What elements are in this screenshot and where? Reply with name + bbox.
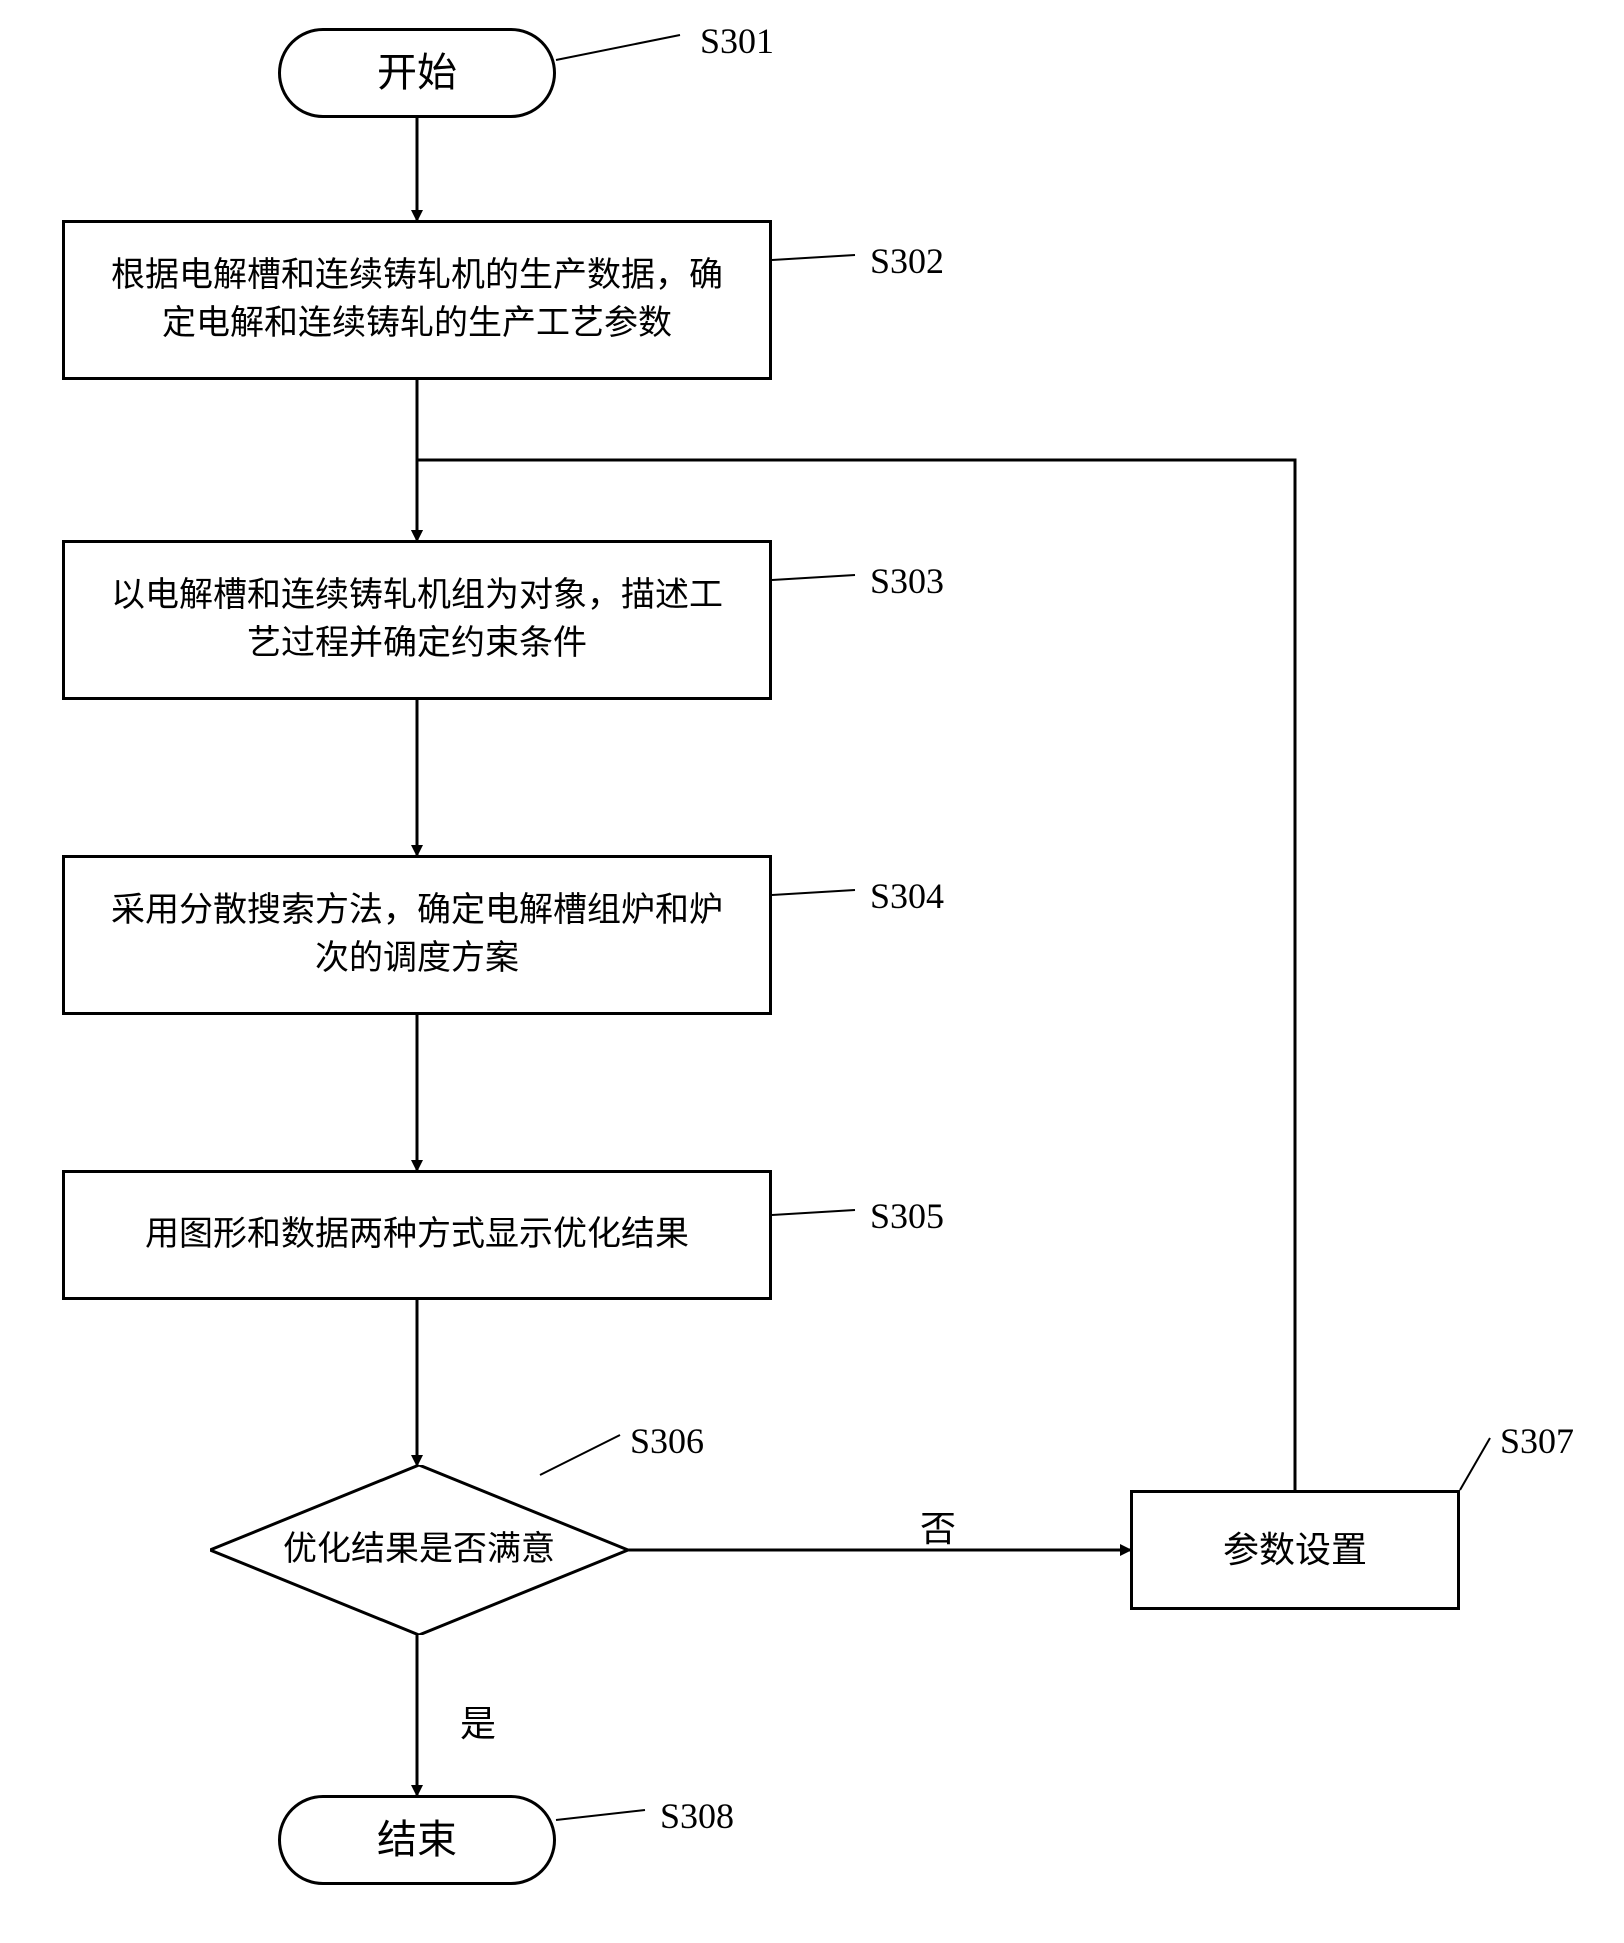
label-s301: S301 — [700, 20, 774, 62]
label-s306: S306 — [630, 1420, 704, 1462]
leader-6 — [1460, 1438, 1490, 1490]
leader-2 — [772, 575, 855, 580]
label-s304: S304 — [870, 875, 944, 917]
leader-7 — [556, 1810, 645, 1820]
node-s307-text: 参数设置 — [1223, 1525, 1367, 1575]
leader-3 — [772, 890, 855, 895]
label-s302: S302 — [870, 240, 944, 282]
node-s305-text: 用图形和数据两种方式显示优化结果 — [145, 1211, 689, 1259]
leader-1 — [772, 255, 855, 260]
node-end: 结束 — [278, 1795, 556, 1885]
node-s303-text: 以电解槽和连续铸轧机组为对象，描述工 艺过程并确定约束条件 — [111, 572, 723, 667]
edge-label-no: 否 — [920, 1500, 956, 1552]
node-s303: 以电解槽和连续铸轧机组为对象，描述工 艺过程并确定约束条件 — [62, 540, 772, 700]
node-s304: 采用分散搜索方法，确定电解槽组炉和炉 次的调度方案 — [62, 855, 772, 1015]
label-s305: S305 — [870, 1195, 944, 1237]
node-s304-text: 采用分散搜索方法，确定电解槽组炉和炉 次的调度方案 — [111, 887, 723, 982]
node-s302-text: 根据电解槽和连续铸轧机的生产数据，确 定电解和连续铸轧的生产工艺参数 — [111, 252, 723, 347]
label-s308: S308 — [660, 1795, 734, 1837]
node-s306-text: 优化结果是否满意 — [283, 1526, 555, 1574]
leader-0 — [556, 35, 680, 60]
flowchart-canvas: 开始 根据电解槽和连续铸轧机的生产数据，确 定电解和连续铸轧的生产工艺参数 以电… — [0, 0, 1624, 1943]
node-s305: 用图形和数据两种方式显示优化结果 — [62, 1170, 772, 1300]
label-s303: S303 — [870, 560, 944, 602]
node-s306: 优化结果是否满意 — [210, 1465, 628, 1635]
label-s307: S307 — [1500, 1420, 1574, 1462]
node-s307: 参数设置 — [1130, 1490, 1460, 1610]
node-end-text: 结束 — [377, 1812, 457, 1868]
node-start-text: 开始 — [377, 45, 457, 101]
leader-4 — [772, 1210, 855, 1215]
edge-label-yes: 是 — [460, 1695, 496, 1747]
node-start: 开始 — [278, 28, 556, 118]
node-s302: 根据电解槽和连续铸轧机的生产数据，确 定电解和连续铸轧的生产工艺参数 — [62, 220, 772, 380]
